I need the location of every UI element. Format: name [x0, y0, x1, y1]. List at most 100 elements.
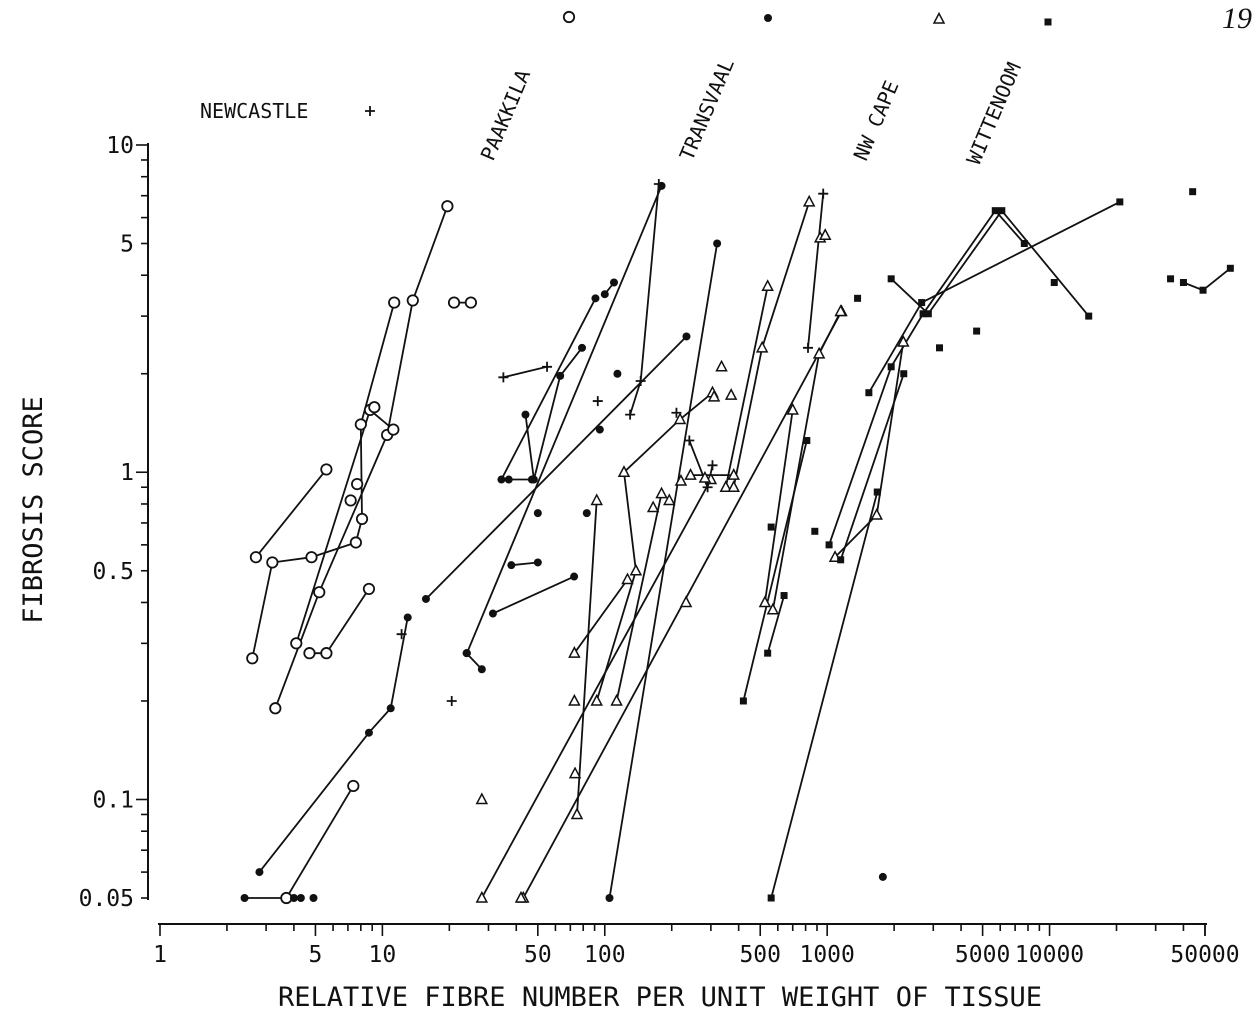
legend-label-wittenoom: WITTENOOM	[962, 59, 1026, 168]
transvaal-point	[591, 294, 600, 303]
nw-cape-point	[655, 486, 668, 499]
paakkila-point	[464, 296, 477, 309]
nw-cape-point	[568, 646, 581, 658]
nw-cape-point	[514, 890, 528, 903]
transvaal-point	[605, 894, 614, 902]
newcastle-point	[707, 460, 718, 471]
x-axis-title: RELATIVE FIBRE NUMBER PER UNIT WEIGHT OF…	[278, 982, 1042, 1013]
newcastle-point	[625, 409, 636, 420]
transvaal-connector-line	[511, 561, 538, 567]
wittenoom-point	[825, 541, 833, 549]
newcastle-point	[635, 376, 646, 387]
paakkila-point	[320, 463, 333, 476]
wittenoom-point	[1179, 279, 1187, 287]
paakkila-point	[290, 637, 303, 650]
newcastle-point	[818, 188, 829, 199]
data-markers	[240, 179, 1234, 905]
transvaal-point	[600, 290, 609, 299]
nw-cape-point	[590, 493, 603, 506]
nw-cape-point	[570, 807, 584, 820]
nw-cape-connector-line	[724, 286, 769, 488]
transvaal-connector-line	[258, 617, 409, 873]
nw-cape-point	[758, 595, 772, 608]
wittenoom-connector-line	[828, 209, 1025, 546]
wittenoom-point	[1050, 279, 1058, 287]
transvaal-point	[462, 649, 471, 658]
wittenoom-connector-line	[770, 491, 879, 899]
paakkila-point	[269, 702, 282, 715]
nw-cape-point	[568, 693, 581, 706]
newcastle-point	[498, 372, 509, 383]
transvaal-point	[488, 609, 497, 618]
nw-cape-point	[621, 572, 634, 585]
nw-cape-connector-line	[772, 310, 842, 610]
newcastle-point	[592, 396, 603, 407]
nw-cape-point	[475, 792, 489, 805]
nw-cape-connector-line	[615, 493, 663, 702]
newcastle-point	[653, 179, 664, 190]
legend-marker-transvaal	[764, 14, 772, 22]
newcastle-connector-line	[503, 365, 548, 379]
transvaal-point	[386, 704, 395, 713]
transvaal-point	[296, 894, 305, 902]
nw-cape-point	[786, 402, 799, 415]
transvaal-point	[309, 894, 318, 902]
newcastle-connector-line	[807, 193, 825, 348]
transvaal-point	[240, 894, 249, 902]
y-tick-label: 0.1	[92, 787, 134, 813]
nw-cape-point	[719, 480, 733, 492]
nw-cape-point	[646, 500, 660, 513]
nw-cape-point	[674, 473, 688, 486]
wittenoom-connector-line	[1183, 267, 1231, 292]
paakkila-point	[305, 551, 318, 564]
newcastle-point	[446, 695, 457, 706]
nw-cape-point	[727, 468, 740, 480]
nw-cape-connector-line	[573, 578, 629, 654]
nw-cape-connector-line	[764, 409, 794, 603]
nw-cape-point	[715, 359, 728, 372]
legend-marker-newcastle	[365, 106, 375, 116]
nw-cape-point	[568, 766, 582, 779]
paakkila-point	[344, 494, 357, 507]
wittenoom-point	[936, 344, 944, 352]
newcastle-point	[542, 361, 553, 372]
transvaal-point	[477, 665, 486, 674]
nw-cape-point	[679, 595, 693, 608]
transvaal-point	[403, 613, 412, 622]
wittenoom-point	[900, 370, 908, 378]
paakkila-point	[355, 512, 369, 526]
wittenoom-point	[764, 649, 772, 657]
y-tick-label: 1	[120, 460, 134, 486]
transvaal-point	[595, 425, 604, 434]
transvaal-point	[613, 369, 622, 378]
paakkila-point	[354, 418, 367, 431]
nw-cape-point	[684, 468, 697, 480]
paakkila-point	[447, 296, 461, 309]
transvaal-connector-line	[466, 185, 663, 654]
x-tick-label: 10000	[1015, 942, 1084, 968]
x-tick-label: 5000	[955, 942, 1010, 968]
y-tick-label: 0.05	[79, 886, 134, 912]
wittenoom-point	[1020, 240, 1028, 248]
legend-marker-wittenoom	[1044, 18, 1052, 26]
wittenoom-point	[837, 556, 845, 564]
paakkila-point	[347, 779, 360, 793]
transvaal-point	[497, 475, 506, 484]
paakkila-point	[249, 551, 263, 564]
wittenoom-connector-line	[839, 373, 905, 561]
paakkila-point	[441, 200, 454, 213]
wittenoom-point	[973, 327, 981, 335]
nw-cape-point	[727, 480, 740, 492]
transvaal-point	[421, 594, 430, 603]
x-tick-label: 500	[739, 942, 781, 968]
transvaal-point	[521, 410, 530, 419]
wittenoom-point	[1085, 312, 1093, 320]
legend: NEWCASTLE PAAKKILA TRANSVAAL NW CAPE WITTENO…	[200, 10, 1052, 168]
wittenoom-connector-line	[742, 440, 808, 702]
nw-cape-point	[617, 465, 631, 477]
wittenoom-point	[739, 697, 747, 705]
nw-cape-point	[707, 389, 721, 402]
legend-label-transvaal: TRANSVAAL	[675, 55, 739, 164]
wittenoom-point	[1189, 188, 1197, 196]
